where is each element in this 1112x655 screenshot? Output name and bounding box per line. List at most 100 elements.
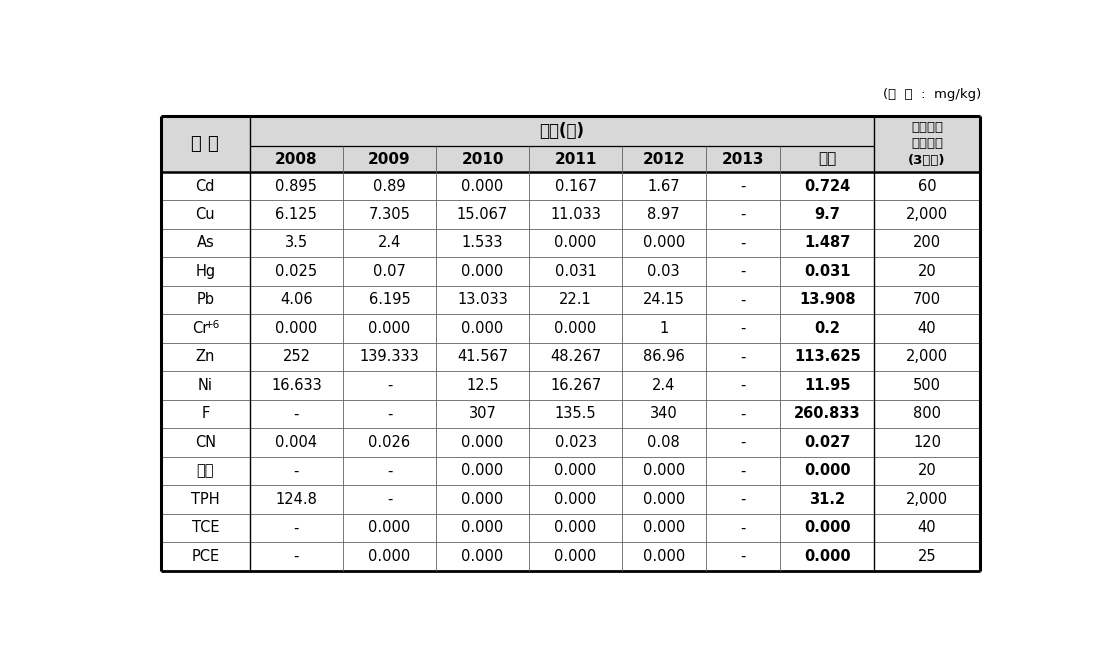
Text: 86.96: 86.96 [643, 350, 685, 364]
Text: 1.487: 1.487 [804, 236, 851, 250]
Text: -: - [741, 464, 746, 478]
Text: 0.031: 0.031 [804, 264, 851, 279]
Text: F: F [201, 407, 209, 421]
Text: 60: 60 [917, 179, 936, 193]
Text: 0.000: 0.000 [368, 549, 410, 564]
Text: 2012: 2012 [643, 151, 685, 166]
Text: 3.5: 3.5 [285, 236, 308, 250]
Text: 6.195: 6.195 [368, 293, 410, 307]
Text: 0.000: 0.000 [643, 520, 685, 535]
Text: 12.5: 12.5 [466, 378, 499, 393]
Text: 0.004: 0.004 [276, 435, 318, 450]
Text: 22.1: 22.1 [559, 293, 592, 307]
Text: PCE: PCE [191, 549, 219, 564]
Text: 16.267: 16.267 [550, 378, 602, 393]
Text: 페놀: 페놀 [197, 464, 214, 478]
Text: +6: +6 [205, 320, 220, 330]
Text: 2.4: 2.4 [378, 236, 401, 250]
Bar [161, 115, 980, 172]
Text: 0.023: 0.023 [555, 435, 596, 450]
Text: 0.000: 0.000 [555, 464, 597, 478]
Text: 25: 25 [917, 549, 936, 564]
Text: 40: 40 [917, 321, 936, 336]
Text: 120: 120 [913, 435, 941, 450]
Text: 0.07: 0.07 [373, 264, 406, 279]
Text: 0.000: 0.000 [555, 492, 597, 507]
Text: 2010: 2010 [461, 151, 504, 166]
Text: -: - [741, 293, 746, 307]
Text: -: - [387, 464, 393, 478]
Text: 340: 340 [649, 407, 677, 421]
Text: 2,000: 2,000 [906, 207, 949, 222]
Text: -: - [741, 264, 746, 279]
Text: -: - [294, 464, 299, 478]
Text: 0.031: 0.031 [555, 264, 596, 279]
Text: TCE: TCE [191, 520, 219, 535]
Text: 113.625: 113.625 [794, 350, 861, 364]
Text: 2013: 2013 [722, 151, 764, 166]
Text: 0.000: 0.000 [804, 549, 851, 564]
Text: 15.067: 15.067 [457, 207, 508, 222]
Text: 0.000: 0.000 [555, 236, 597, 250]
Text: 40: 40 [917, 520, 936, 535]
Text: -: - [387, 378, 393, 393]
Text: -: - [387, 407, 393, 421]
Text: Cr: Cr [192, 321, 209, 336]
Text: 0.000: 0.000 [276, 321, 318, 336]
Text: -: - [741, 435, 746, 450]
Text: 0.000: 0.000 [555, 520, 597, 535]
Text: 0.000: 0.000 [643, 492, 685, 507]
Text: 2009: 2009 [368, 151, 410, 166]
Text: 0.026: 0.026 [368, 435, 410, 450]
Text: -: - [741, 350, 746, 364]
Text: 13.033: 13.033 [457, 293, 508, 307]
Text: -: - [387, 492, 393, 507]
Text: -: - [294, 407, 299, 421]
Text: 0.000: 0.000 [461, 520, 504, 535]
Text: 20: 20 [917, 264, 936, 279]
Text: 6.125: 6.125 [276, 207, 317, 222]
Text: 307: 307 [468, 407, 496, 421]
Text: 139.333: 139.333 [359, 350, 419, 364]
Text: -: - [741, 520, 746, 535]
Text: 7.305: 7.305 [368, 207, 410, 222]
Text: -: - [741, 549, 746, 564]
Text: -: - [741, 179, 746, 193]
Text: 0.000: 0.000 [461, 264, 504, 279]
Text: 0.000: 0.000 [461, 492, 504, 507]
Text: 0.000: 0.000 [461, 435, 504, 450]
Text: Ni: Ni [198, 378, 212, 393]
Text: 0.03: 0.03 [647, 264, 681, 279]
Text: 16.633: 16.633 [271, 378, 321, 393]
Text: 토양오염
우려기준
(3지역): 토양오염 우려기준 (3지역) [909, 121, 946, 166]
Text: (단  위  :  mg/kg): (단 위 : mg/kg) [883, 88, 982, 100]
Text: 0.89: 0.89 [374, 179, 406, 193]
Text: 135.5: 135.5 [555, 407, 596, 421]
Text: 0.000: 0.000 [804, 464, 851, 478]
Text: 2,000: 2,000 [906, 350, 949, 364]
Text: 0.000: 0.000 [461, 179, 504, 193]
Text: -: - [741, 407, 746, 421]
Text: 20: 20 [917, 464, 936, 478]
Text: Pb: Pb [197, 293, 215, 307]
Text: 평균: 평균 [818, 151, 836, 166]
Text: 260.833: 260.833 [794, 407, 861, 421]
Text: 0.000: 0.000 [555, 321, 597, 336]
Text: 11.033: 11.033 [550, 207, 600, 222]
Text: -: - [741, 321, 746, 336]
Text: 0.2: 0.2 [814, 321, 841, 336]
Text: 1.67: 1.67 [647, 179, 681, 193]
Text: 13.908: 13.908 [800, 293, 855, 307]
Text: 252: 252 [282, 350, 310, 364]
Text: 800: 800 [913, 407, 941, 421]
Text: 0.027: 0.027 [804, 435, 851, 450]
Text: 0.000: 0.000 [461, 321, 504, 336]
Text: Cu: Cu [196, 207, 215, 222]
Text: Hg: Hg [196, 264, 216, 279]
Text: 24.15: 24.15 [643, 293, 685, 307]
Text: 700: 700 [913, 293, 941, 307]
Text: 48.267: 48.267 [550, 350, 602, 364]
Text: 124.8: 124.8 [276, 492, 317, 507]
Text: -: - [741, 236, 746, 250]
Text: 1.533: 1.533 [461, 236, 504, 250]
